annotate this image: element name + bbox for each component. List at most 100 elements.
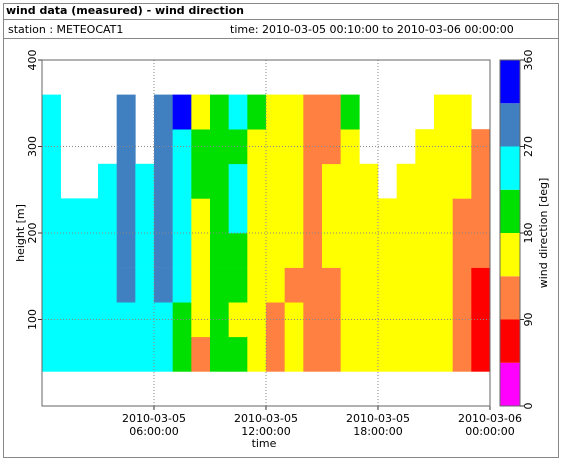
cell bbox=[284, 198, 304, 234]
cell bbox=[378, 267, 397, 303]
x-tick-label: 2010-03-05 18:00:00 bbox=[346, 412, 410, 438]
colorbar-tick-label: 90 bbox=[522, 313, 535, 327]
cell bbox=[322, 94, 341, 130]
cell bbox=[415, 163, 435, 199]
cell bbox=[210, 233, 229, 268]
cell bbox=[79, 198, 99, 234]
cell bbox=[98, 233, 117, 268]
cell bbox=[247, 198, 267, 234]
cell bbox=[191, 233, 211, 268]
cell bbox=[42, 233, 61, 268]
cell bbox=[434, 198, 453, 234]
cell bbox=[154, 267, 173, 303]
cell bbox=[396, 198, 416, 234]
cell bbox=[172, 233, 192, 268]
cell bbox=[378, 233, 397, 268]
cell bbox=[340, 129, 360, 165]
cell bbox=[322, 233, 341, 268]
cell bbox=[191, 302, 211, 338]
cell bbox=[340, 336, 360, 372]
cell bbox=[79, 233, 99, 268]
cell bbox=[191, 267, 211, 303]
cell bbox=[42, 336, 61, 372]
cell bbox=[228, 163, 248, 199]
cell bbox=[154, 129, 173, 165]
cell bbox=[322, 198, 341, 234]
colorbar-swatch bbox=[500, 276, 520, 320]
cell bbox=[471, 233, 491, 268]
cell bbox=[247, 94, 267, 130]
x-label: time bbox=[252, 437, 277, 450]
cell bbox=[116, 94, 136, 130]
cell bbox=[284, 94, 304, 130]
cell bbox=[322, 336, 341, 372]
cell bbox=[396, 163, 416, 199]
cell bbox=[154, 336, 173, 372]
cell bbox=[340, 198, 360, 234]
cell bbox=[210, 267, 229, 303]
cell bbox=[228, 302, 248, 338]
cell bbox=[340, 267, 360, 303]
cell bbox=[359, 163, 379, 199]
cell bbox=[378, 336, 397, 372]
y-label: height [m] bbox=[14, 204, 27, 262]
cell bbox=[359, 267, 379, 303]
cell bbox=[98, 336, 117, 372]
cell bbox=[359, 302, 379, 338]
cell bbox=[452, 94, 472, 130]
cell bbox=[266, 336, 285, 372]
cell bbox=[116, 267, 136, 303]
colorbar-swatch bbox=[500, 189, 520, 233]
cell bbox=[60, 267, 80, 303]
plot-border bbox=[41, 59, 491, 407]
title: wind data (measured) - wind direction bbox=[6, 4, 244, 17]
cell bbox=[415, 129, 435, 165]
divider bbox=[3, 19, 559, 20]
cell bbox=[266, 94, 285, 130]
cell bbox=[228, 94, 248, 130]
cell bbox=[247, 267, 267, 303]
cell bbox=[266, 302, 285, 338]
cell bbox=[359, 336, 379, 372]
cell bbox=[266, 233, 285, 268]
cell bbox=[247, 233, 267, 268]
cell bbox=[284, 163, 304, 199]
cell bbox=[135, 233, 155, 268]
cell bbox=[303, 267, 323, 303]
cell bbox=[116, 198, 136, 234]
cell bbox=[415, 302, 435, 338]
cell bbox=[471, 336, 491, 372]
cell bbox=[284, 267, 304, 303]
cell bbox=[434, 302, 453, 338]
cell bbox=[191, 129, 211, 165]
cell bbox=[172, 163, 192, 199]
cell bbox=[79, 302, 99, 338]
cell bbox=[60, 302, 80, 338]
colorbar-tick-label: 270 bbox=[522, 136, 535, 157]
colorbar-swatch bbox=[500, 362, 520, 406]
time-range: time: 2010-03-05 00:10:00 to 2010-03-06 … bbox=[230, 23, 514, 36]
colorbar-tick-label: 180 bbox=[522, 223, 535, 244]
cell bbox=[322, 163, 341, 199]
cell bbox=[228, 336, 248, 372]
y-tick-label: 200 bbox=[26, 223, 39, 244]
cell bbox=[471, 198, 491, 234]
cell bbox=[228, 233, 248, 268]
cell bbox=[135, 198, 155, 234]
cell bbox=[116, 163, 136, 199]
cell bbox=[191, 336, 211, 372]
cell bbox=[172, 129, 192, 165]
cell bbox=[340, 233, 360, 268]
cell bbox=[396, 267, 416, 303]
cell bbox=[228, 267, 248, 303]
cell bbox=[322, 267, 341, 303]
y-tick-label: 300 bbox=[26, 136, 39, 157]
cell bbox=[191, 94, 211, 130]
cell bbox=[116, 233, 136, 268]
cell bbox=[210, 163, 229, 199]
cell bbox=[135, 336, 155, 372]
cell bbox=[434, 267, 453, 303]
cell bbox=[210, 336, 229, 372]
cell bbox=[154, 94, 173, 130]
colorbar-tick-label: 0 bbox=[522, 403, 535, 410]
